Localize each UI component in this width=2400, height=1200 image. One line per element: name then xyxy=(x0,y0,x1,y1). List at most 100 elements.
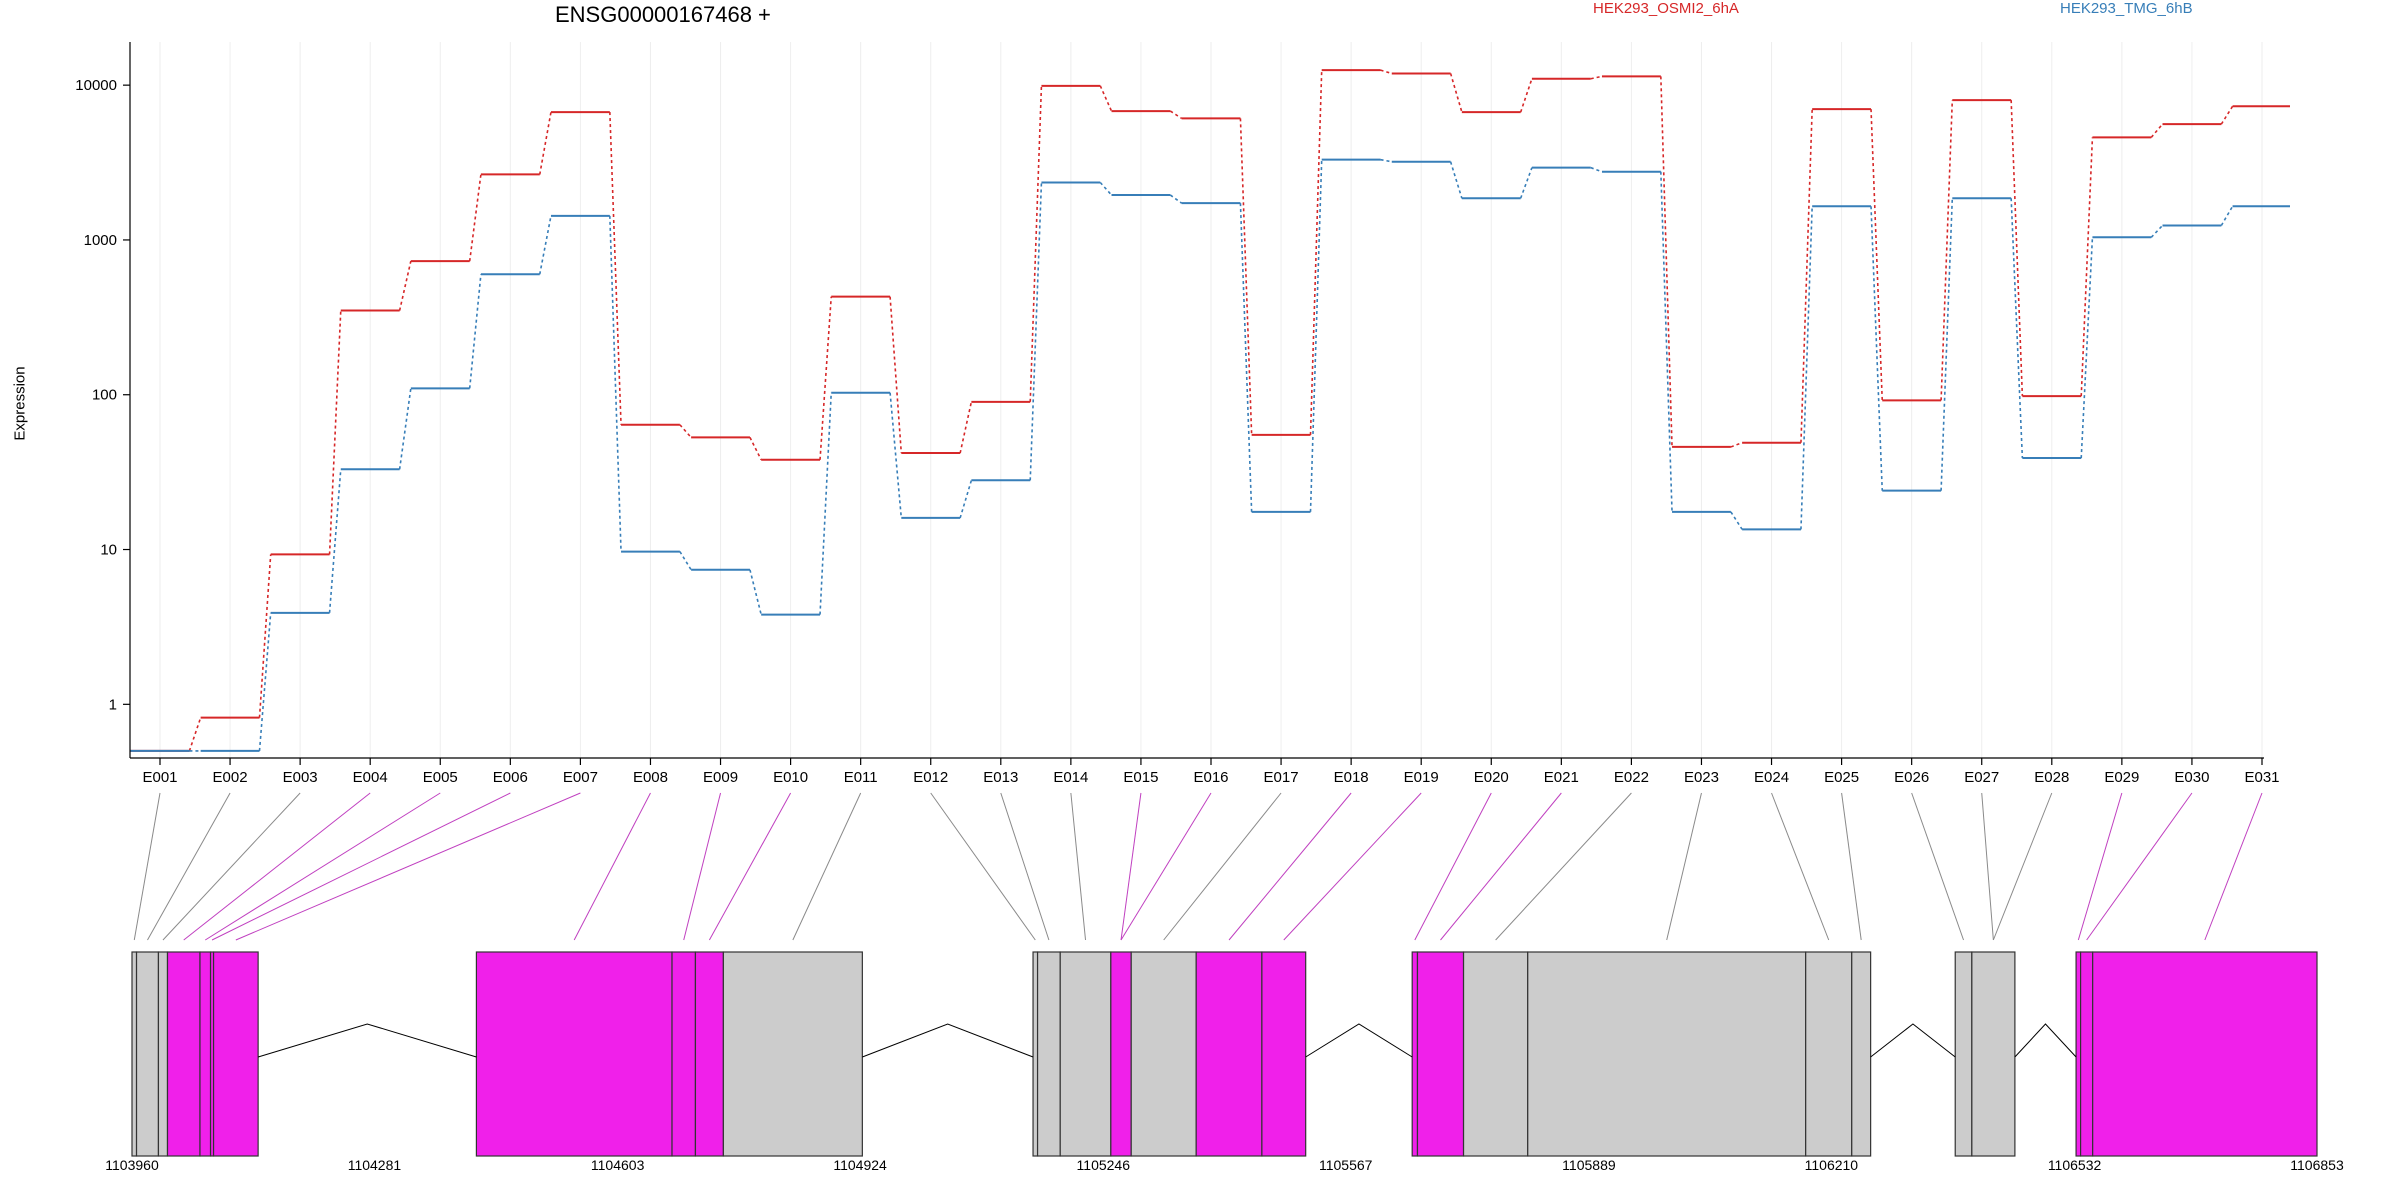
x-tick-label: E013 xyxy=(983,769,1018,786)
exon-transition xyxy=(1380,69,1392,75)
exon-transition xyxy=(2150,123,2164,138)
exon-transition xyxy=(889,296,903,454)
exon-bin xyxy=(1851,951,1872,1157)
exon-transition xyxy=(1099,85,1113,112)
exon-bin xyxy=(166,951,201,1157)
exon-transition xyxy=(1239,118,1253,435)
chart-title: ENSG00000167468 + xyxy=(555,2,771,27)
gene-model xyxy=(131,951,2318,1157)
exon-transition xyxy=(2080,237,2094,459)
exon-bin xyxy=(157,951,169,1157)
intron-connector xyxy=(1870,1023,1956,1058)
exon-transition xyxy=(609,215,622,552)
y-tick-label: 10000 xyxy=(75,77,117,94)
exon-link-line xyxy=(1283,792,1422,941)
y-tick-label: 100 xyxy=(92,387,117,404)
exon-bin xyxy=(1059,951,1112,1157)
exon-bin xyxy=(131,951,138,1157)
intron-connector xyxy=(257,1023,477,1058)
coordinate-tick-label: 1106210 xyxy=(1805,1157,1859,1173)
exon-bin xyxy=(135,951,160,1157)
x-tick-label: E004 xyxy=(353,769,388,786)
exon-transition xyxy=(2150,224,2164,238)
exon-bin xyxy=(2075,951,2082,1157)
exon-link-line xyxy=(162,792,301,941)
x-tick-label: E028 xyxy=(2034,769,2069,786)
coordinate-tick-label: 1104603 xyxy=(591,1157,645,1173)
exon-transition xyxy=(1099,181,1113,196)
x-tick-label: E019 xyxy=(1404,769,1439,786)
intron-connector xyxy=(2014,1023,2077,1058)
exon-transition xyxy=(1169,194,1183,204)
exon-bin xyxy=(1110,951,1132,1157)
exon-link-line xyxy=(1981,792,1994,941)
x-tick-label: E025 xyxy=(1824,769,1859,786)
legend-label: HEK293_OSMI2_6hA xyxy=(1593,0,1739,17)
exon-transition xyxy=(1309,159,1323,512)
exon-transition xyxy=(749,569,762,615)
exon-transition xyxy=(1940,100,1954,401)
exon-transition xyxy=(1590,166,1603,173)
exon-bin xyxy=(1195,951,1263,1157)
legend-entry-series-2: HEK293_TMG_6hB xyxy=(2060,0,2193,17)
exon-bin xyxy=(1036,951,1061,1157)
exon-transition xyxy=(1309,70,1323,435)
legend-label: HEK293_TMG_6hB xyxy=(2060,0,2193,17)
x-tick-label: E024 xyxy=(1754,769,1789,786)
exon-link-line xyxy=(211,792,511,941)
x-tick-label: E005 xyxy=(423,769,458,786)
exon-transition xyxy=(819,392,833,615)
coordinate-tick-label: 1104281 xyxy=(348,1157,402,1173)
exon-link-line xyxy=(792,792,862,941)
x-tick-label: E026 xyxy=(1894,769,1929,786)
exon-transition xyxy=(468,274,482,389)
x-tick-label: E003 xyxy=(283,769,318,786)
exon-transition xyxy=(2010,100,2024,397)
exon-link-line xyxy=(1495,792,1632,941)
exon-transition xyxy=(188,717,202,752)
exon-link-line xyxy=(1771,792,1830,941)
exon-transition xyxy=(1519,78,1533,113)
exon-bin xyxy=(694,951,724,1157)
exon-transition xyxy=(2010,198,2024,459)
exon-bin xyxy=(475,951,673,1157)
exon-transition xyxy=(258,612,272,751)
coordinate-tick-label: 1105246 xyxy=(1077,1157,1131,1173)
x-tick-label: E016 xyxy=(1193,769,1228,786)
exon-transition xyxy=(328,310,342,555)
exon-transition xyxy=(959,480,973,519)
exon-link-line xyxy=(2086,792,2193,941)
exon-transition xyxy=(1449,161,1463,199)
x-tick-label: E021 xyxy=(1544,769,1579,786)
series-line xyxy=(130,158,2290,752)
x-tick-label: E031 xyxy=(2244,769,2279,786)
exon-transition xyxy=(1029,182,1043,481)
coordinate-tick-label: 1103960 xyxy=(105,1157,159,1173)
exon-transition xyxy=(1730,511,1743,530)
x-tick-label: E012 xyxy=(913,769,948,786)
exon-transition xyxy=(1519,167,1533,199)
exon-link-line xyxy=(1911,792,1965,941)
exon-bin xyxy=(671,951,697,1157)
exon-link-line xyxy=(147,792,231,941)
intron-connector xyxy=(862,1023,1034,1058)
x-tick-label: E008 xyxy=(633,769,668,786)
exon-transition xyxy=(749,437,762,461)
exon-transition xyxy=(1590,75,1603,80)
exon-bin xyxy=(1954,951,1973,1157)
exon-transition xyxy=(1870,109,1884,401)
x-tick-label: E002 xyxy=(213,769,248,786)
exon-transition xyxy=(1029,85,1043,402)
x-tick-label: E014 xyxy=(1053,769,1088,786)
exon-bin xyxy=(1261,951,1307,1157)
exon-bin xyxy=(1416,951,1465,1157)
exon-link-line xyxy=(1000,792,1050,941)
x-tick-label: E009 xyxy=(703,769,738,786)
exon-bin xyxy=(1130,951,1197,1157)
exon-transition xyxy=(819,296,833,460)
plot-series xyxy=(130,69,2290,752)
exon-link-line xyxy=(1070,792,1087,941)
exon-link-line xyxy=(683,792,722,941)
exon-transition xyxy=(328,469,342,613)
